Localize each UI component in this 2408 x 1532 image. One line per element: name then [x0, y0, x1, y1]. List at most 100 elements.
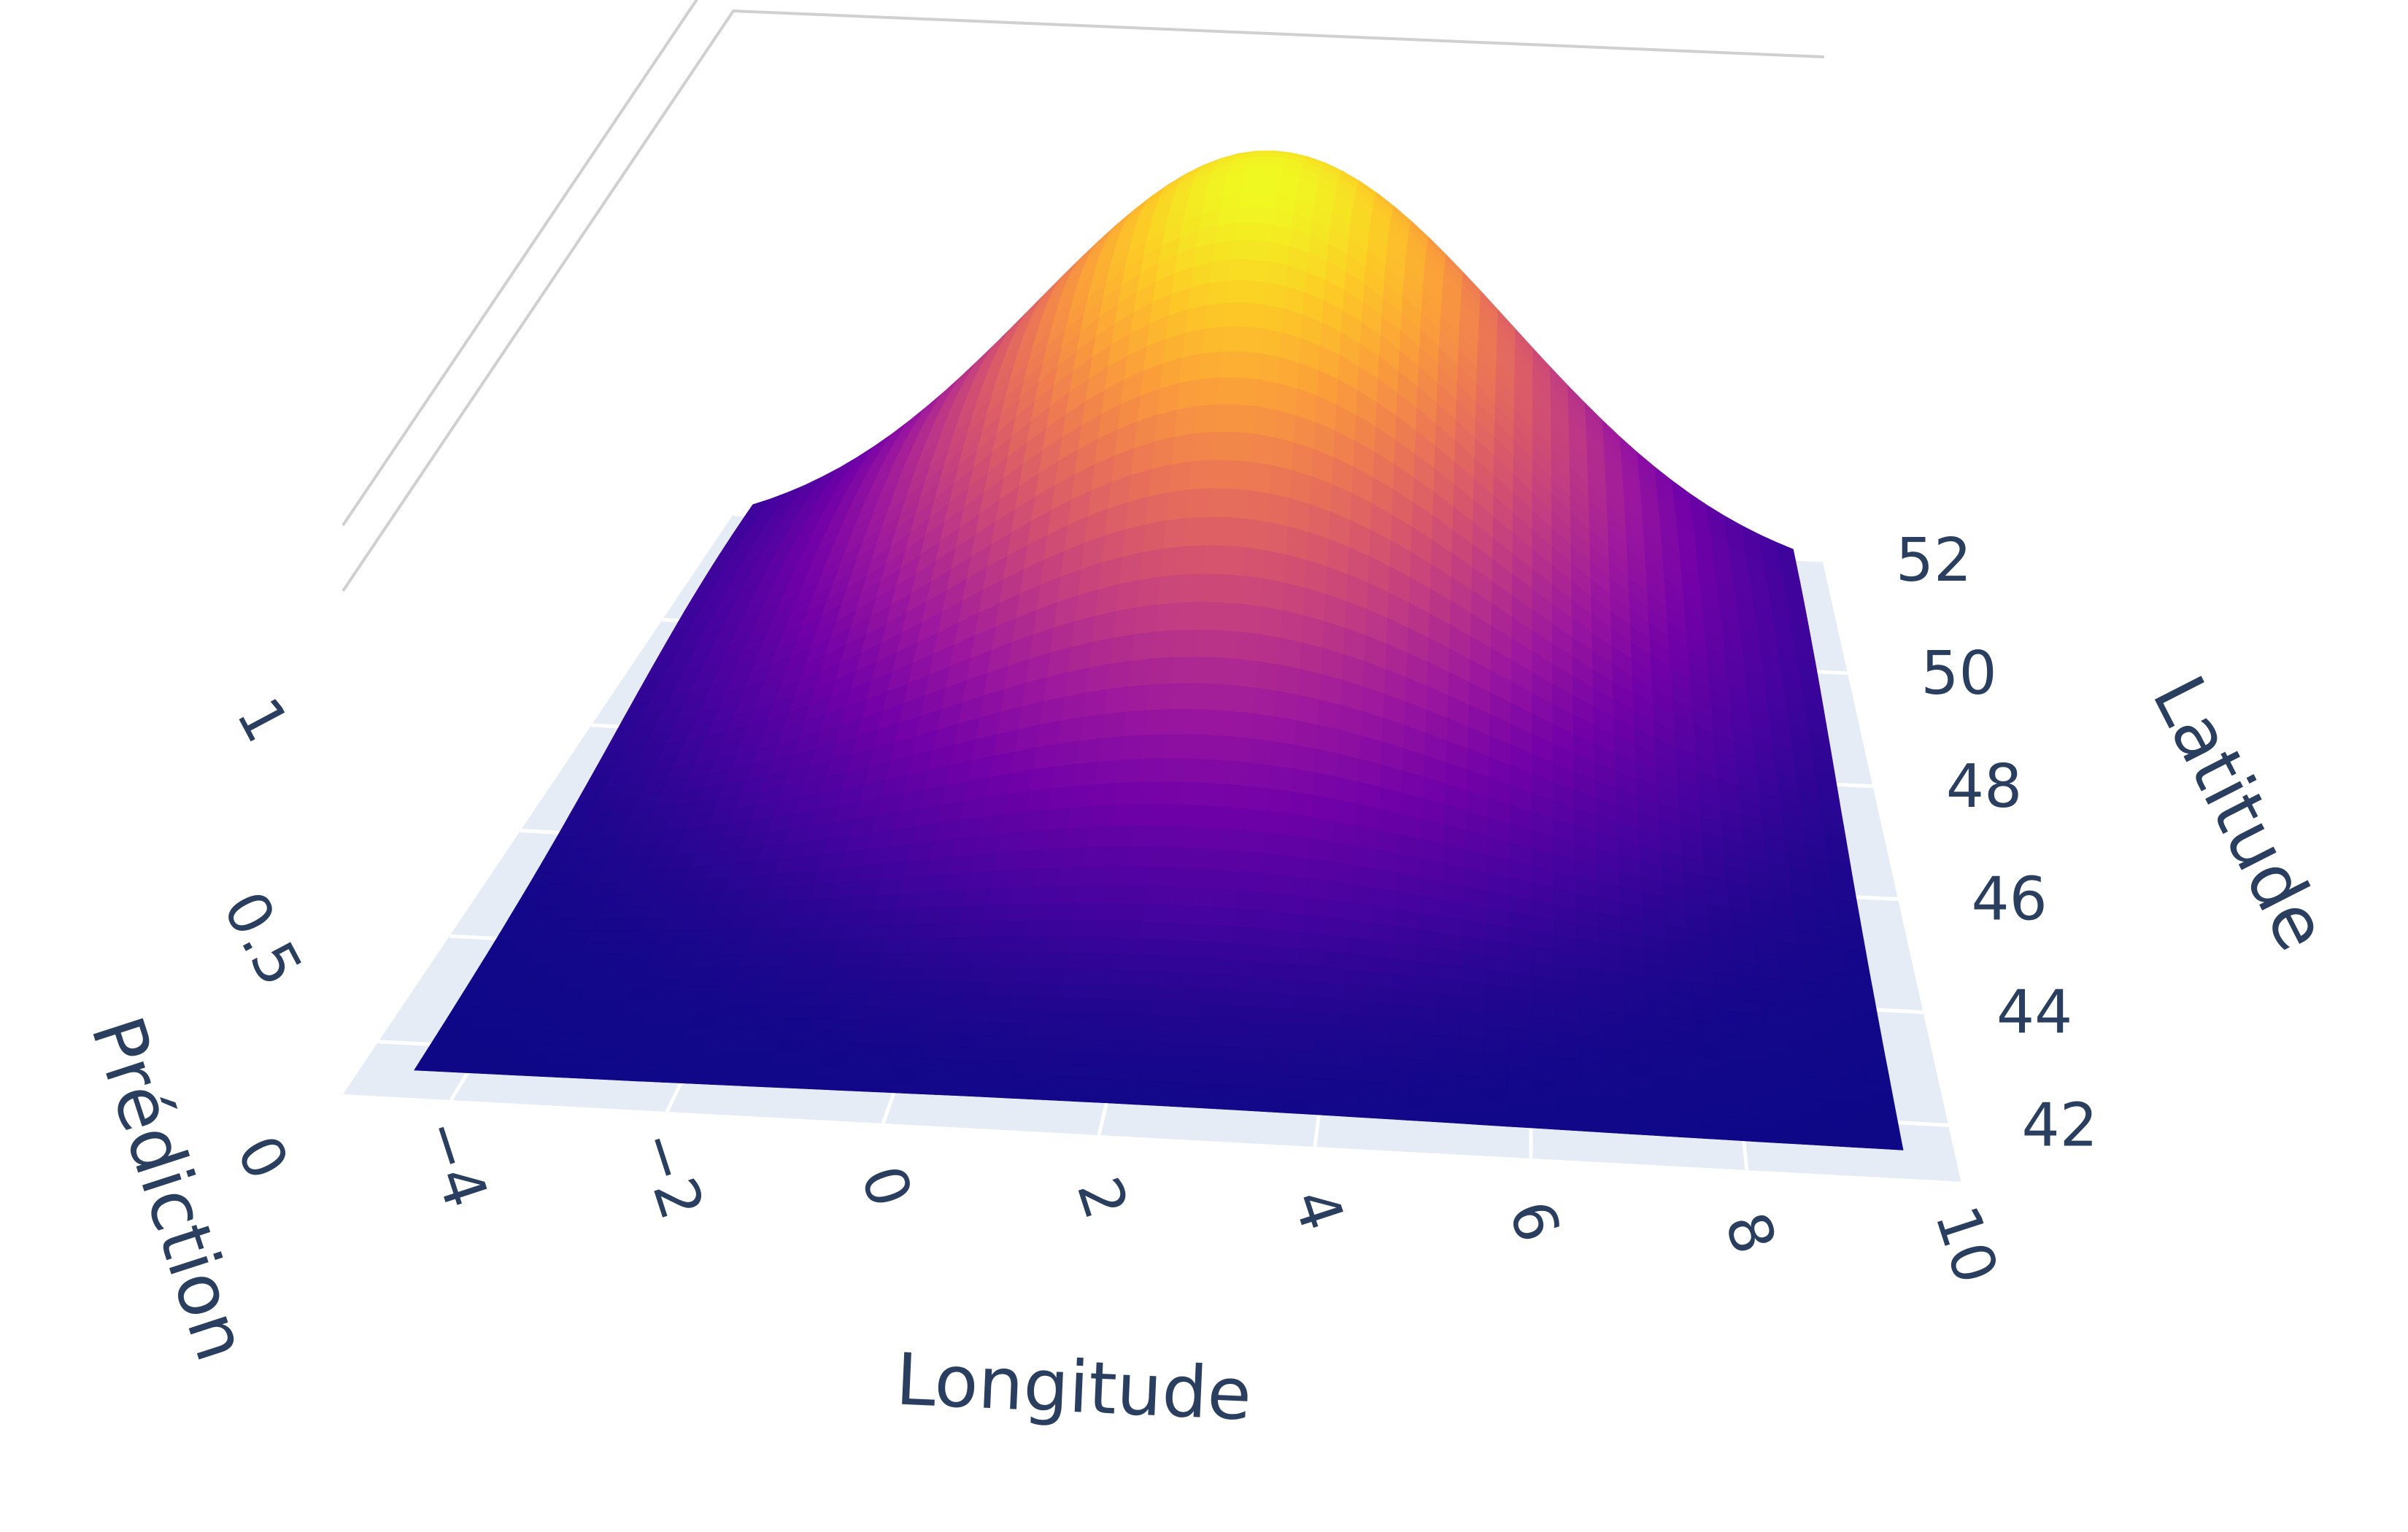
surface-cell	[845, 980, 875, 995]
surface-cell	[1752, 1129, 1780, 1144]
surface-cell	[1232, 1097, 1260, 1113]
surface-cell	[1456, 1087, 1483, 1102]
surface-cell	[1031, 996, 1060, 1013]
surface-cell	[1233, 404, 1257, 435]
surface-cell	[1648, 1040, 1675, 1056]
surface-cell	[1133, 604, 1159, 635]
surface-cell	[1287, 813, 1313, 840]
surface-cell	[1038, 967, 1066, 984]
surface-cell	[1506, 1090, 1532, 1105]
surface-cell	[997, 936, 1026, 953]
surface-cell	[1435, 1021, 1462, 1038]
surface-cell	[872, 1044, 903, 1059]
surface-cell	[1245, 163, 1267, 173]
surface-cell	[1483, 1038, 1508, 1055]
surface-cell	[1057, 716, 1084, 746]
surface-cell	[1728, 1128, 1755, 1142]
surface-cell	[1628, 1099, 1654, 1113]
surface-cell	[1276, 946, 1302, 966]
surface-cell	[1410, 1045, 1437, 1062]
surface-cell	[1243, 808, 1269, 834]
surface-cell	[1627, 1087, 1654, 1102]
surface-cell	[1160, 758, 1186, 784]
surface-cell	[1253, 687, 1278, 718]
surface-cell	[963, 980, 992, 997]
surface-cell	[1165, 708, 1191, 735]
surface-cell	[1222, 546, 1246, 577]
surface-cell	[1184, 734, 1210, 760]
surface-cell	[1085, 826, 1112, 848]
surface-cell	[1260, 1074, 1288, 1090]
surface-cell	[1137, 938, 1164, 957]
surface-cell	[994, 1048, 1023, 1063]
surface-cell	[1605, 1121, 1631, 1135]
surface-cell	[1334, 1078, 1362, 1094]
surface-cell	[1482, 1051, 1508, 1067]
surface-cell	[808, 1017, 838, 1032]
surface-cell	[1459, 1023, 1485, 1040]
surface-cell	[1027, 903, 1055, 922]
surface-cell	[1270, 993, 1297, 1011]
x-gridline	[1822, 560, 1965, 1183]
surface-cell	[1432, 1085, 1459, 1101]
surface-cell	[1826, 1134, 1855, 1148]
surface-cell	[1064, 952, 1092, 970]
surface-cell	[1224, 517, 1249, 549]
surface-cell	[1199, 573, 1224, 603]
surface-cell	[1121, 1027, 1149, 1043]
surface-cell	[1092, 1052, 1120, 1067]
surface-cell	[1051, 763, 1078, 789]
surface-cell	[849, 967, 879, 982]
surface-cell	[1273, 409, 1297, 444]
z-tick-label: 0	[223, 1125, 301, 1191]
surface-cell	[1046, 1037, 1075, 1053]
surface-cell	[1122, 885, 1149, 905]
surface-cell	[1221, 806, 1247, 832]
surface-cell	[1264, 832, 1289, 857]
surface-cell	[1095, 759, 1121, 786]
surface-cell	[978, 921, 1006, 938]
surface-cell	[1204, 303, 1227, 330]
surface-cell	[1289, 1037, 1317, 1053]
surface-cell	[1238, 870, 1263, 894]
surface-cell	[1832, 1019, 1859, 1034]
surface-cell	[1361, 1055, 1388, 1071]
surface-cell	[1215, 869, 1241, 891]
surface-cell	[1257, 353, 1281, 384]
surface-cell	[1154, 602, 1180, 633]
surface-cell	[1348, 920, 1373, 941]
surface-cell	[1243, 302, 1265, 330]
surface-cell	[1814, 1053, 1841, 1068]
surface-cell	[1307, 858, 1332, 882]
surface-cell	[1231, 432, 1255, 463]
surface-cell	[1310, 1077, 1337, 1093]
surface-cell	[1144, 885, 1171, 906]
surface-cell	[1350, 884, 1375, 907]
surface-cell	[1139, 921, 1166, 940]
surface-cell	[1199, 805, 1225, 829]
surface-cell	[1197, 827, 1223, 851]
surface-cell	[1673, 1054, 1699, 1069]
surface-cell	[1173, 406, 1198, 438]
surface-cell	[1095, 1040, 1123, 1055]
surface-cell	[1249, 239, 1272, 263]
surface-cell	[1720, 1046, 1746, 1061]
surface-cell	[1284, 1088, 1311, 1103]
surface-cell	[884, 1080, 915, 1094]
surface-cell	[1269, 1007, 1296, 1025]
surface-cell	[1235, 377, 1259, 408]
surface-cell	[1305, 878, 1331, 901]
surface-cell	[1088, 805, 1115, 828]
surface-cell	[823, 1042, 854, 1056]
surface-cell	[795, 1053, 825, 1067]
surface-cell	[1772, 1096, 1800, 1111]
surface-cell	[1235, 206, 1258, 224]
surface-cell	[880, 1019, 910, 1034]
surface-cell	[1206, 280, 1230, 306]
surface-cell	[1821, 1099, 1849, 1114]
surface-cell	[1269, 465, 1293, 500]
surface-cell	[1151, 436, 1176, 470]
surface-cell	[1213, 657, 1238, 686]
surface-cell	[1211, 1071, 1240, 1087]
surface-cell	[1069, 784, 1096, 809]
